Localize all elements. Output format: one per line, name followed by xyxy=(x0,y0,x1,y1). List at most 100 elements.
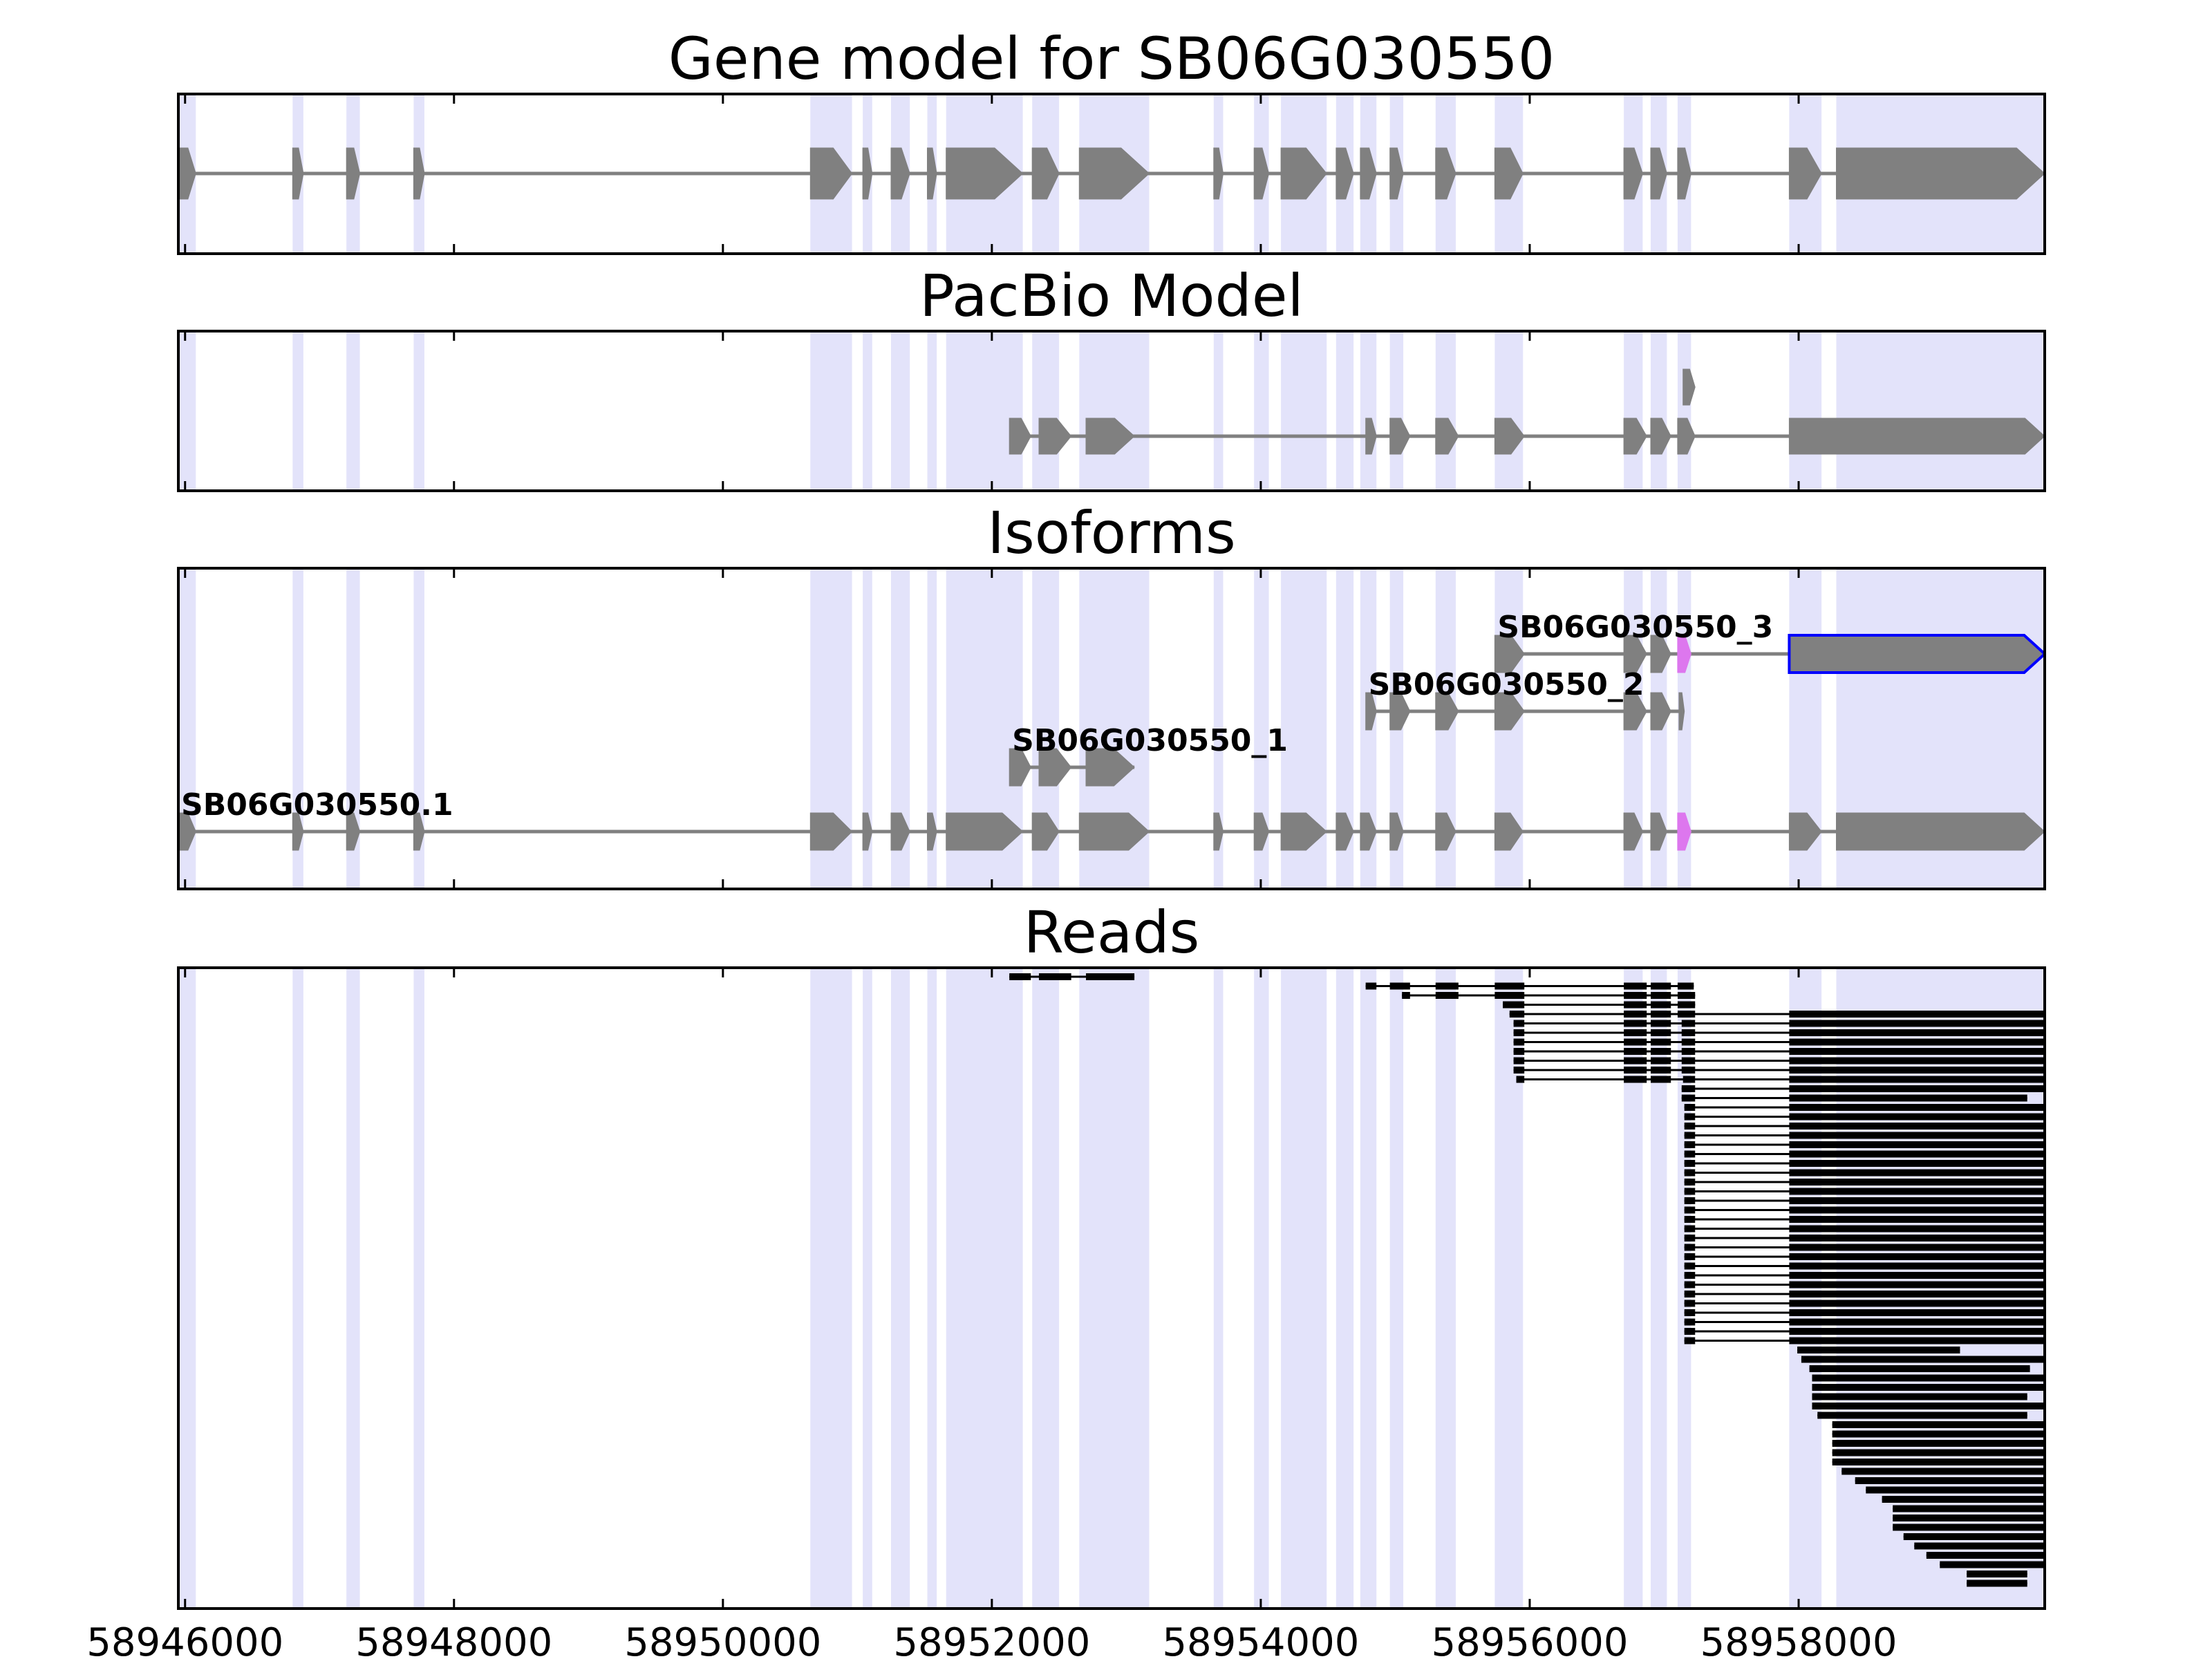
exon xyxy=(1788,418,2045,455)
read-block xyxy=(1513,1020,1525,1027)
read-block xyxy=(1789,1337,2045,1344)
read-block xyxy=(1882,1496,2045,1503)
read xyxy=(1940,1561,2045,1568)
read xyxy=(1855,1477,2045,1484)
isoform-label: SB06G030550.1 xyxy=(181,787,453,823)
read xyxy=(1516,1076,2045,1083)
read-block xyxy=(1789,1067,2045,1074)
exon xyxy=(1085,418,1135,455)
read-block xyxy=(1789,1113,2045,1121)
read xyxy=(1903,1533,2045,1540)
exon xyxy=(1788,812,1822,851)
read-block xyxy=(1812,1403,2045,1409)
read-block xyxy=(1651,992,1671,999)
read-block xyxy=(1681,1085,1696,1092)
read xyxy=(1684,1337,2045,1344)
read xyxy=(1882,1496,2045,1503)
read-block xyxy=(1789,1188,2045,1195)
read-block xyxy=(1681,1048,1696,1055)
exon xyxy=(1678,692,1685,731)
read xyxy=(1684,1244,2045,1251)
read-block xyxy=(1651,1020,1671,1027)
isoform-4 xyxy=(1494,634,2045,674)
shaded-region xyxy=(1389,331,1404,491)
shaded-exon-regions xyxy=(178,968,2045,1609)
exon xyxy=(927,812,937,851)
read-block xyxy=(1789,1048,2045,1055)
read-block xyxy=(1684,1169,1696,1177)
shaded-region xyxy=(292,568,303,889)
read-block xyxy=(1683,1076,1696,1083)
read-block xyxy=(1624,1029,1647,1036)
read xyxy=(1684,1150,2045,1158)
exon xyxy=(1650,418,1671,455)
read-block xyxy=(1789,1160,2045,1167)
read-block xyxy=(1509,1011,1525,1018)
x-tick-label: 58952000 xyxy=(893,1620,1090,1659)
panel-frame xyxy=(177,966,2046,1610)
read-block xyxy=(1684,1179,1696,1185)
exon xyxy=(1435,692,1459,731)
x-tick-label: 58956000 xyxy=(1431,1620,1628,1659)
read xyxy=(1684,1235,2045,1241)
read xyxy=(1009,973,1135,980)
read-block xyxy=(1967,1571,2027,1577)
read xyxy=(1684,1104,2045,1111)
read xyxy=(1801,1356,2045,1363)
exon xyxy=(292,147,304,200)
read-block xyxy=(1789,1094,2027,1102)
read-block xyxy=(1681,1094,1696,1102)
read-block xyxy=(1494,992,1525,999)
read-block xyxy=(1684,1113,1696,1121)
exon xyxy=(1213,147,1224,200)
panel-4: Reads xyxy=(177,899,2046,1610)
read-block xyxy=(1684,1272,1696,1279)
exon xyxy=(1389,812,1404,851)
read-block xyxy=(1681,1038,1696,1046)
shaded-region xyxy=(1494,968,1524,1609)
read-block xyxy=(1684,1141,1696,1148)
exon xyxy=(1009,748,1031,787)
exon xyxy=(1389,418,1411,455)
shaded-region xyxy=(810,968,852,1609)
read-block xyxy=(1812,1374,2045,1382)
shaded-region xyxy=(1213,568,1224,889)
read-block xyxy=(1914,1542,2045,1550)
shaded-region xyxy=(292,968,303,1609)
shaded-region xyxy=(863,568,872,889)
read-block xyxy=(1789,1244,2045,1251)
read-block xyxy=(1789,1104,2045,1111)
read-block xyxy=(1789,1057,2045,1065)
shaded-exon-regions xyxy=(178,331,2045,491)
read-block xyxy=(1681,1020,1696,1027)
shaded-region xyxy=(890,331,910,491)
shaded-region xyxy=(946,331,1023,491)
read-block xyxy=(1684,1225,1696,1232)
exon xyxy=(1280,812,1327,851)
x-tick-label: 58948000 xyxy=(355,1620,552,1659)
exon xyxy=(178,812,196,851)
read xyxy=(1832,1459,2045,1465)
read-block xyxy=(1651,1076,1671,1083)
read-block xyxy=(1832,1430,2045,1438)
read xyxy=(1513,1067,2045,1074)
read xyxy=(1684,1309,2045,1316)
read-block xyxy=(1684,1132,1696,1139)
x-tick-label: 58954000 xyxy=(1162,1620,1359,1659)
exon xyxy=(1788,147,1822,200)
shaded-region xyxy=(1213,968,1224,1609)
read-block xyxy=(1684,1262,1696,1270)
shaded-region xyxy=(1435,968,1456,1609)
exon xyxy=(1213,812,1224,851)
shaded-region xyxy=(1032,331,1060,491)
panel-frame xyxy=(177,330,2046,492)
read xyxy=(1684,1197,2045,1204)
read-block xyxy=(1513,1048,1525,1055)
read-block xyxy=(1684,1281,1696,1288)
read-block xyxy=(1435,982,1459,990)
exon xyxy=(1360,147,1377,200)
exon xyxy=(1650,692,1671,731)
read-block xyxy=(1086,973,1135,980)
panel-title: PacBio Model xyxy=(919,262,1304,330)
exon xyxy=(927,147,937,200)
